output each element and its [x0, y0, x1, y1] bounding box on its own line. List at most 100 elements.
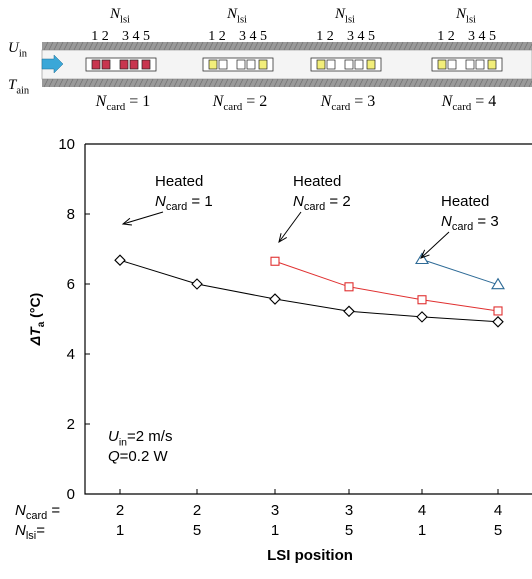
lsi-label-sub: lsi [237, 15, 247, 26]
wall-hatch [78, 41, 84, 51]
annotation-heated-3: Heated Ncard = 3 [420, 193, 499, 259]
annotation-card-main: N [293, 193, 304, 210]
wall-hatch [523, 78, 529, 88]
wall-hatch [228, 41, 234, 51]
wall-hatch [298, 41, 304, 51]
lsi-label-main: N [109, 6, 121, 22]
y-tick-label: 2 [67, 416, 75, 433]
wall-hatch [198, 41, 204, 51]
wall-hatch [103, 41, 109, 51]
y-tick-label: 8 [67, 206, 75, 223]
wall-hatch [108, 78, 114, 88]
wall-hatch [498, 78, 504, 88]
annotation-heated-2: Heated Ncard = 2 [278, 173, 351, 244]
annotation-card-sub: card [452, 221, 473, 233]
wall-hatch [273, 41, 279, 51]
wall-hatch [283, 41, 289, 51]
inlet-temp-label: Tain [8, 77, 30, 97]
lsi-chip [91, 59, 101, 70]
data-point-diamond [191, 278, 203, 290]
wall-hatch [423, 41, 429, 51]
wall-hatch [333, 78, 339, 88]
wall-hatch [388, 78, 394, 88]
x-tick-label-nlsi: 1 [418, 522, 426, 539]
wall-hatch [113, 41, 119, 51]
lsi-label: Nlsi [455, 6, 476, 26]
lsi-label-main: N [226, 6, 238, 22]
wall-hatch [163, 41, 169, 51]
wall-hatch [203, 78, 209, 88]
lsi-chip [141, 59, 151, 70]
wall-hatch [503, 78, 509, 88]
wall-hatch [508, 41, 514, 51]
lsi-chip [366, 59, 376, 70]
card-label-value: = 3 [350, 93, 375, 110]
y-axis-label: ΔTa (°C) [27, 293, 47, 346]
lsi-chip [119, 59, 129, 70]
card-label: Ncard = 2 [212, 93, 268, 113]
wall-hatch [368, 41, 374, 51]
wall-hatch [283, 78, 289, 88]
wall-hatch [438, 41, 444, 51]
inlet-arrow-icon [41, 54, 64, 74]
wall-hatch [493, 78, 499, 88]
annotation-card-label: Ncard = 1 [155, 193, 213, 213]
data-point-square [417, 295, 427, 305]
annotation-arrow-head [420, 249, 430, 259]
wall-hatch [93, 41, 99, 51]
annotation-card-label: Ncard = 3 [441, 213, 499, 233]
wall-hatch [68, 78, 74, 88]
annotation-card-main: N [441, 213, 452, 230]
card-label-main: N [212, 93, 225, 110]
inlet-velocity-label-main: U [8, 40, 20, 56]
condition-0-main: U [108, 428, 119, 445]
wall-hatch [478, 41, 484, 51]
wall-hatch [448, 41, 454, 51]
x-tick-label-ncard: 2 [116, 502, 124, 519]
wall-hatch [213, 41, 219, 51]
inlet-temp-label-sub: ain [16, 86, 30, 97]
lsi-chip [487, 59, 497, 70]
data-point-diamond [269, 293, 281, 305]
y-tick-label: 10 [58, 136, 75, 153]
data-point-triangle [491, 277, 505, 290]
lsi-label: Nlsi [226, 6, 247, 26]
wall-hatch [518, 78, 524, 88]
x-tick-label-ncard: 2 [193, 502, 201, 519]
data-point-diamond [114, 254, 126, 266]
wall-hatch [73, 41, 79, 51]
wall-hatch [183, 78, 189, 88]
wall-hatch [318, 41, 324, 51]
wall-hatch [138, 78, 144, 88]
wall-hatch [198, 78, 204, 88]
row-label-nlsi-eq: = [36, 522, 45, 539]
wall-hatch [303, 41, 309, 51]
wall-hatch [488, 78, 494, 88]
wall-hatch [493, 41, 499, 51]
lsi-numbers: 1 2 [91, 29, 109, 44]
wall-hatch [98, 41, 104, 51]
annotation-card-main: N [155, 193, 166, 210]
wall-hatch [63, 41, 69, 51]
wall-hatch [73, 78, 79, 88]
wall-hatch [373, 78, 379, 88]
wall-hatch [528, 43, 532, 51]
lsi-chip [236, 59, 246, 70]
wall-hatch [208, 41, 214, 51]
wall-hatch [473, 78, 479, 88]
wall-hatch [323, 41, 329, 51]
wall-hatch [123, 41, 129, 51]
card-label-main: N [320, 93, 333, 110]
wall-hatch [243, 41, 249, 51]
wall-hatch [488, 41, 494, 51]
wall-hatch [428, 41, 434, 51]
data-point-square [270, 256, 280, 266]
wall-hatch [43, 78, 49, 88]
series-line [421, 259, 499, 286]
card-label: Ncard = 3 [320, 93, 376, 113]
lsi-chip [326, 59, 336, 70]
wall-hatch [58, 41, 64, 51]
wall-hatch [353, 78, 359, 88]
wall-hatch [288, 41, 294, 51]
wall-hatch [418, 78, 424, 88]
